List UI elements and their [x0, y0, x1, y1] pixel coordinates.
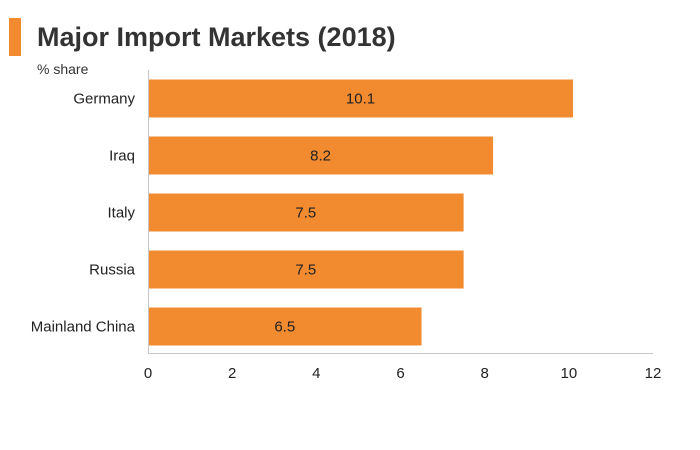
- bar-russia: [148, 250, 464, 289]
- x-tick-label: 8: [480, 365, 488, 382]
- x-axis-ticks: 0 2 4 6 8 10 12: [144, 365, 662, 382]
- category-label: Russia: [89, 262, 136, 279]
- category-labels: Germany Iraq Italy Russia Mainland China: [31, 91, 136, 336]
- bar-germany: [148, 79, 574, 118]
- data-label: 8.2: [310, 148, 331, 165]
- bar-italy: [148, 193, 464, 232]
- bar-iraq: [148, 136, 494, 175]
- category-label: Iraq: [109, 148, 135, 165]
- chart-subtitle: % share: [37, 61, 89, 77]
- category-label: Germany: [73, 91, 135, 108]
- data-labels: 10.1 8.2 7.5 7.5 6.5: [274, 91, 375, 336]
- data-label: 7.5: [295, 205, 316, 222]
- x-tick-label: 4: [312, 365, 320, 382]
- bar-mainland-china: [148, 307, 422, 346]
- x-tick-label: 6: [396, 365, 404, 382]
- chart-title: Major Import Markets (2018): [37, 22, 396, 52]
- data-label: 6.5: [274, 319, 295, 336]
- category-label: Italy: [107, 205, 135, 222]
- x-tick-label: 12: [645, 365, 662, 382]
- data-label: 7.5: [295, 262, 316, 279]
- x-tick-label: 2: [228, 365, 236, 382]
- category-label: Mainland China: [31, 319, 136, 336]
- x-tick-label: 10: [560, 365, 577, 382]
- x-tick-label: 0: [144, 365, 152, 382]
- data-label: 10.1: [346, 91, 375, 108]
- title-accent-bar: [9, 18, 21, 56]
- bars-group: [148, 79, 574, 346]
